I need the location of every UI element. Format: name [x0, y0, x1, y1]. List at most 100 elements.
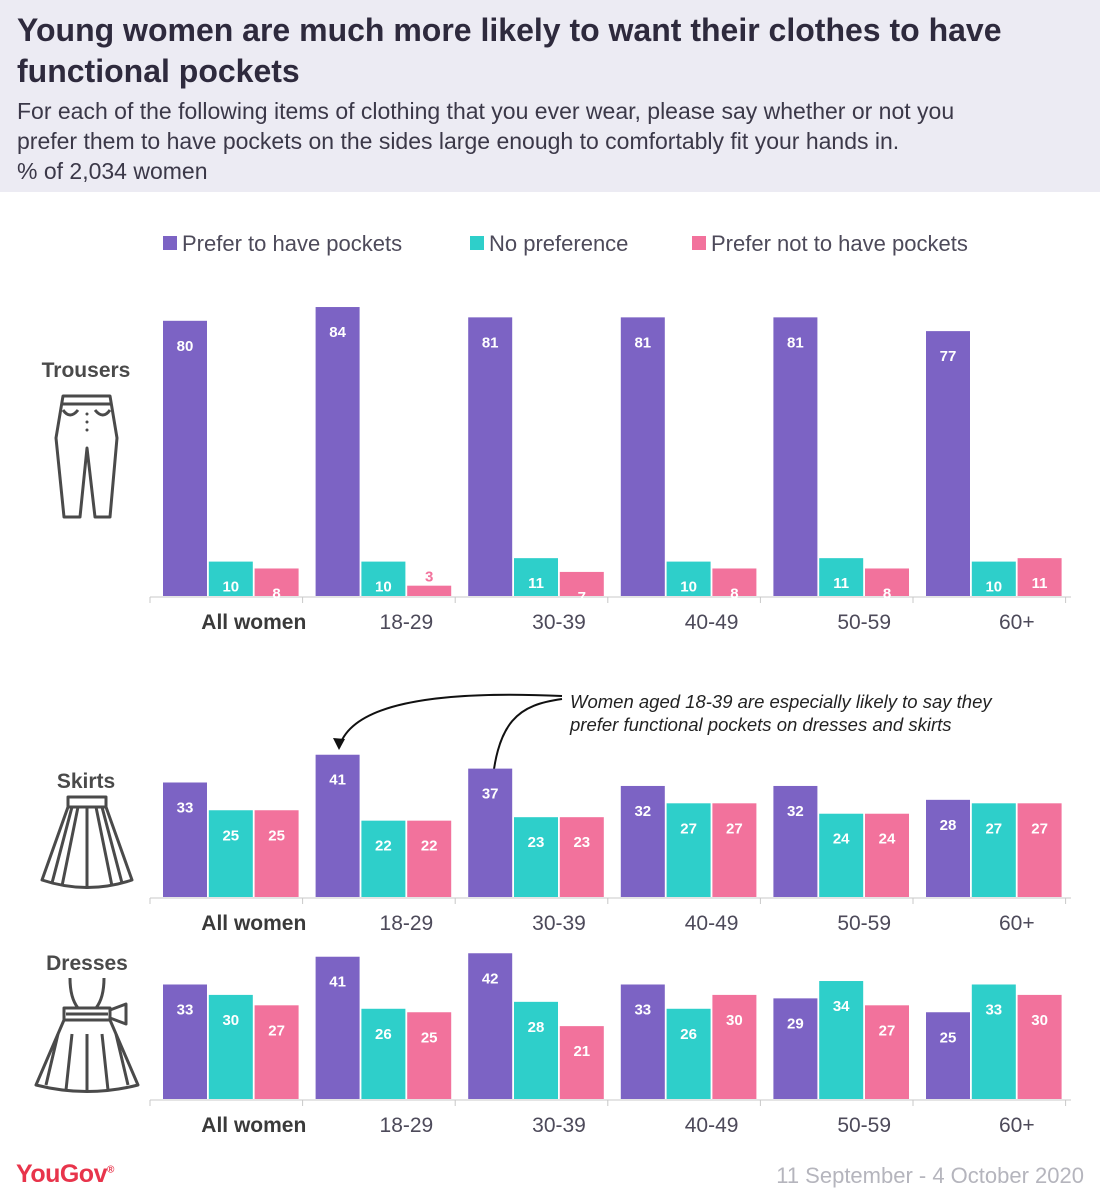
- data-label-trousers-60-no-preference: 10: [985, 579, 1002, 596]
- legend-swatch-no-preference: [470, 236, 484, 250]
- chart-title-line-1: Young women are much more likely to want…: [17, 12, 1002, 48]
- bar-dresses-all-women-prefer-to-have-pockets: [163, 984, 207, 1099]
- data-label-trousers-all-women-prefer-to-have-pockets: 80: [177, 338, 194, 355]
- data-label-trousers-30-39-no-preference: 11: [528, 575, 544, 592]
- bar-dresses-60-no-preference: [971, 984, 1016, 1099]
- bar-skirts-30-39-prefer-to-have-pockets: [468, 768, 513, 897]
- bar-dresses-50-59-prefer-not-to-have-pockets: [865, 1005, 909, 1099]
- legend-swatch-prefer-not-to-have-pockets: [692, 236, 706, 250]
- data-label-skirts-50-59-no-preference: 24: [833, 831, 850, 848]
- bar-dresses-18-29-no-preference: [361, 1008, 406, 1099]
- chart-title: Young women are much more likely to want…: [17, 10, 1087, 92]
- bar-trousers-60-prefer-not-to-have-pockets: [1017, 558, 1062, 596]
- category-label-dresses-30-39: 30-39: [532, 1114, 586, 1137]
- data-label-trousers-all-women-no-preference: 10: [222, 579, 239, 596]
- data-label-trousers-40-49-prefer-to-have-pockets: 81: [634, 334, 651, 351]
- data-label-skirts-30-39-prefer-to-have-pockets: 37: [482, 786, 499, 803]
- data-label-dresses-60-prefer-not-to-have-pockets: 30: [1031, 1012, 1048, 1029]
- subtitle-line-3: % of 2,034 women: [17, 158, 208, 184]
- bar-skirts-60-prefer-to-have-pockets: [926, 799, 970, 897]
- data-label-dresses-all-women-prefer-to-have-pockets: 33: [177, 1001, 194, 1018]
- chart-title-line-2: functional pockets: [17, 53, 300, 89]
- bar-trousers-40-49-prefer-to-have-pockets: [620, 317, 665, 596]
- data-label-dresses-50-59-no-preference: 34: [833, 998, 850, 1015]
- annotation-arrowhead-1: [333, 738, 345, 750]
- annotation-arrow-1: [338, 693, 563, 749]
- chart-subtitle: For each of the following items of cloth…: [17, 96, 1092, 186]
- annotation-line-1: Women aged 18-39 are especially likely t…: [570, 691, 993, 712]
- subtitle-line-1: For each of the following items of cloth…: [17, 98, 955, 124]
- bar-trousers-50-59-no-preference: [819, 558, 864, 596]
- data-label-skirts-all-women-prefer-to-have-pockets: 33: [177, 799, 194, 816]
- data-label-skirts-40-49-no-preference: 27: [680, 820, 697, 837]
- category-label-dresses-50-59: 50-59: [837, 1114, 891, 1137]
- data-label-skirts-18-29-prefer-not-to-have-pockets: 22: [421, 838, 438, 855]
- bar-skirts-all-women-prefer-not-to-have-pockets: [254, 810, 299, 897]
- bar-skirts-30-39-no-preference: [514, 817, 558, 897]
- data-label-dresses-30-39-prefer-not-to-have-pockets: 21: [573, 1043, 590, 1060]
- bar-trousers-all-women-prefer-not-to-have-pockets: [254, 568, 299, 596]
- bar-dresses-18-29-prefer-not-to-have-pockets: [407, 1012, 452, 1099]
- bar-skirts-18-29-no-preference: [361, 820, 406, 897]
- data-label-skirts-40-49-prefer-not-to-have-pockets: 27: [726, 820, 743, 837]
- category-label-skirts-all-women: All women: [201, 912, 306, 935]
- bar-dresses-40-49-prefer-to-have-pockets: [620, 984, 665, 1099]
- data-label-trousers-30-39-prefer-to-have-pockets: 81: [482, 334, 499, 351]
- yougov-logo: YouGov®: [16, 1160, 114, 1188]
- category-label-trousers-18-29: 18-29: [380, 611, 434, 634]
- bar-skirts-30-39-prefer-not-to-have-pockets: [559, 817, 604, 897]
- data-label-trousers-18-29-no-preference: 10: [375, 579, 392, 596]
- panel-label-skirts: Skirts: [57, 770, 115, 793]
- category-label-dresses-40-49: 40-49: [685, 1114, 739, 1137]
- data-label-dresses-18-29-prefer-to-have-pockets: 41: [329, 974, 346, 991]
- bar-dresses-all-women-no-preference: [208, 994, 253, 1099]
- data-label-dresses-18-29-prefer-not-to-have-pockets: 25: [421, 1029, 438, 1046]
- data-label-skirts-60-prefer-to-have-pockets: 28: [940, 817, 957, 834]
- bar-dresses-30-39-prefer-not-to-have-pockets: [559, 1026, 604, 1099]
- bar-skirts-18-29-prefer-not-to-have-pockets: [407, 820, 452, 897]
- bar-trousers-all-women-prefer-to-have-pockets: [163, 320, 207, 596]
- bar-dresses-40-49-no-preference: [666, 1008, 711, 1099]
- bar-skirts-50-59-prefer-to-have-pockets: [773, 785, 818, 897]
- bar-skirts-40-49-no-preference: [666, 803, 711, 897]
- bar-skirts-all-women-prefer-to-have-pockets: [163, 782, 207, 897]
- bar-skirts-18-29-prefer-to-have-pockets: [315, 754, 360, 897]
- bar-skirts-60-no-preference: [971, 803, 1016, 897]
- bar-groups: Prefer to have pockets No preference Prefe…: [42, 231, 1071, 1137]
- data-label-trousers-60-prefer-to-have-pockets: 77: [940, 348, 957, 365]
- bar-trousers-18-29-prefer-to-have-pockets: [315, 307, 360, 596]
- bar-dresses-30-39-no-preference: [514, 1001, 558, 1099]
- trousers-icon: [54, 394, 119, 519]
- data-label-skirts-all-women-no-preference: 25: [222, 827, 239, 844]
- legend-label-no-preference: No preference: [489, 231, 628, 256]
- header-banner: Young women are much more likely to want…: [0, 0, 1100, 192]
- data-label-skirts-50-59-prefer-not-to-have-pockets: 24: [879, 831, 896, 848]
- data-label-dresses-40-49-no-preference: 26: [680, 1026, 697, 1043]
- bar-trousers-18-29-no-preference: [361, 561, 406, 596]
- bar-trousers-50-59-prefer-not-to-have-pockets: [865, 568, 909, 596]
- bar-skirts-60-prefer-not-to-have-pockets: [1017, 803, 1062, 897]
- fieldwork-dates: 11 September - 4 October 2020: [776, 1163, 1084, 1188]
- data-label-trousers-30-39-prefer-not-to-have-pockets: 7: [578, 589, 586, 606]
- category-label-trousers-50-59: 50-59: [837, 611, 891, 634]
- data-label-skirts-30-39-prefer-not-to-have-pockets: 23: [573, 834, 590, 851]
- skirt-icon: [40, 795, 134, 889]
- data-label-trousers-50-59-prefer-not-to-have-pockets: 8: [883, 585, 891, 602]
- category-label-skirts-40-49: 40-49: [685, 912, 739, 935]
- category-label-dresses-18-29: 18-29: [380, 1114, 434, 1137]
- bar-skirts-50-59-prefer-not-to-have-pockets: [865, 813, 909, 897]
- bar-skirts-40-49-prefer-to-have-pockets: [620, 785, 665, 897]
- category-label-dresses-60: 60+: [999, 1114, 1035, 1137]
- legend-label-prefer-not-to-have-pockets: Prefer not to have pockets: [711, 231, 968, 256]
- bar-skirts-50-59-no-preference: [819, 813, 864, 897]
- data-label-skirts-all-women-prefer-not-to-have-pockets: 25: [268, 827, 285, 844]
- data-label-dresses-all-women-no-preference: 30: [222, 1012, 239, 1029]
- bar-trousers-50-59-prefer-to-have-pockets: [773, 317, 818, 596]
- data-label-trousers-18-29-prefer-to-have-pockets: 84: [329, 324, 346, 341]
- data-label-dresses-40-49-prefer-not-to-have-pockets: 30: [726, 1012, 743, 1029]
- category-label-skirts-50-59: 50-59: [837, 912, 891, 935]
- data-label-skirts-60-prefer-not-to-have-pockets: 27: [1031, 820, 1048, 837]
- category-label-skirts-30-39: 30-39: [532, 912, 586, 935]
- bar-dresses-60-prefer-to-have-pockets: [926, 1012, 970, 1099]
